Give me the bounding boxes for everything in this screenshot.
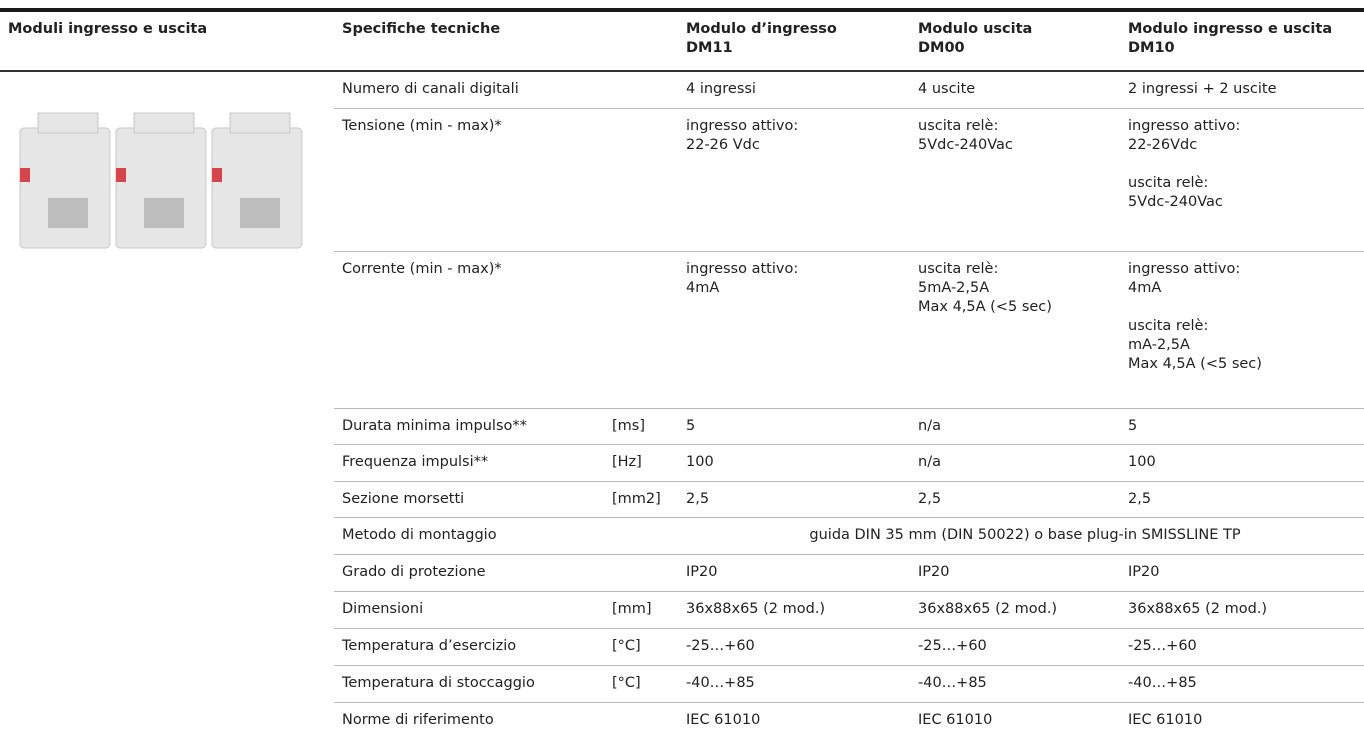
table-row: Metodo di montaggio guida DIN 35 mm (DIN …: [334, 517, 1364, 555]
row-label: Frequenza impulsi**: [334, 444, 604, 482]
value-cell: -25…+60: [678, 628, 910, 666]
row-label: Temperatura di stoccaggio: [334, 665, 604, 703]
row-label: Durata minima impulso**: [334, 408, 604, 445]
module-header: Modulo uscita DM00: [918, 20, 1032, 58]
value-paragraph: uscita relè: 5Vdc-240Vac: [1128, 174, 1223, 210]
value-paragraph: ingresso attivo: 22-26 Vdc: [686, 117, 799, 153]
value-cell: ingresso attivo: 22-26Vdc uscita relè: 5V…: [1120, 108, 1364, 252]
value-cell: 2,5: [1120, 481, 1364, 518]
value-paragraph: uscita relè: mA-2,5A Max 4,5A (<5 sec): [1128, 317, 1262, 372]
table-row: Temperatura d’esercizio [°C] -25…+60 -25…+6…: [334, 628, 1364, 666]
value-paragraph: ingresso attivo: 4mA: [686, 260, 799, 296]
table-row: Norme di riferimento IEC 61010 IEC 61010 IE…: [334, 702, 1364, 745]
row-label: Numero di canali digitali: [334, 72, 604, 109]
row-unit: [mm]: [604, 591, 678, 629]
value-cell: 36x88x65 (2 mod.): [678, 591, 910, 629]
value-cell: n/a: [910, 408, 1120, 445]
table-row: Tensione (min - max)* ingresso attivo: 22…: [334, 108, 1364, 252]
value-paragraph: ingresso attivo: 22-26Vdc: [1128, 117, 1241, 153]
row-unit: [mm2]: [604, 481, 678, 518]
row-label: Norme di riferimento: [342, 711, 494, 728]
value-cell: 36x88x65 (2 mod.): [910, 591, 1120, 629]
module-header-line: Modulo d’ingresso: [686, 21, 837, 37]
top-rule: [0, 8, 1364, 12]
value-cell: IP20: [678, 554, 910, 592]
row-label: Corrente (min - max)*: [334, 251, 604, 409]
value-paragraph: uscita relè: 5Vdc-240Vac: [918, 117, 1013, 153]
value-cell: ingresso attivo: 4mA uscita relè: mA-2,5A…: [1120, 251, 1364, 409]
module-header-line: Modulo uscita: [918, 21, 1033, 37]
value-cell: 2,5: [910, 481, 1120, 518]
table-row: Numero di canali digitali 4 ingressi 4 usc…: [334, 72, 1364, 109]
module-header-line: DM00: [918, 40, 965, 56]
value-cell: ingresso attivo: 22-26 Vdc: [678, 108, 910, 252]
row-unit: [604, 108, 678, 252]
row-label: Temperatura d’esercizio: [334, 628, 604, 666]
value-cell: 2 ingressi + 2 uscite: [1120, 72, 1364, 109]
row-label: Sezione morsetti: [334, 481, 604, 518]
value-cell: 100: [678, 444, 910, 482]
value-cell: -25…+60: [1120, 628, 1364, 666]
row-unit: [°C]: [604, 628, 678, 666]
spec-table: Numero di canali digitali 4 ingressi 4 usc…: [334, 72, 1364, 745]
value-cell: -40…+85: [910, 665, 1120, 703]
row-unit: [Hz]: [604, 444, 678, 482]
module-header-line: DM11: [686, 40, 733, 56]
value-cell: uscita relè: 5Vdc-240Vac: [910, 108, 1120, 252]
value-cell: IP20: [1120, 554, 1364, 592]
row-unit: [ms]: [604, 408, 678, 445]
value-cell: guida DIN 35 mm (DIN 50022) o base plug-…: [678, 517, 1364, 555]
value-cell: IEC 61010: [918, 711, 993, 728]
row-unit: [604, 702, 678, 745]
table-row: Temperatura di stoccaggio [°C] -40…+85 -40……: [334, 665, 1364, 703]
table-row: Durata minima impulso** [ms] 5 n/a 5: [334, 408, 1364, 445]
row-unit: [604, 251, 678, 409]
value-cell: 4 ingressi: [678, 72, 910, 109]
value-cell: 36x88x65 (2 mod.): [1120, 591, 1364, 629]
specs-header: Specifiche tecniche: [342, 21, 501, 37]
value-cell: 5: [678, 408, 910, 445]
row-unit: [604, 517, 678, 555]
module-header: Modulo d’ingresso DM11: [686, 20, 837, 58]
section-title: Moduli ingresso e uscita: [8, 21, 208, 37]
value-paragraph: ingresso attivo: 4mA: [1128, 260, 1241, 296]
value-cell: -25…+60: [910, 628, 1120, 666]
row-unit: [604, 554, 678, 592]
value-cell: IEC 61010: [1128, 711, 1203, 728]
value-cell: -40…+85: [678, 665, 910, 703]
module-header-line: Modulo ingresso e uscita: [1128, 21, 1333, 37]
value-cell: n/a: [910, 444, 1120, 482]
value-cell: -40…+85: [1120, 665, 1364, 703]
module-header: Modulo ingresso e uscita DM10: [1128, 20, 1332, 58]
row-label: Tensione (min - max)*: [334, 108, 604, 252]
value-cell: 100: [1120, 444, 1364, 482]
value-cell: IEC 61010: [686, 711, 761, 728]
row-unit: [°C]: [604, 665, 678, 703]
header-rule: [0, 70, 1364, 72]
product-image: [19, 112, 303, 249]
value-cell: 4 uscite: [910, 72, 1120, 109]
value-paragraph: uscita relè: 5mA-2,5A Max 4,5A (<5 sec): [918, 260, 1052, 315]
value-cell: IP20: [910, 554, 1120, 592]
row-unit: [604, 72, 678, 109]
value-cell: 2,5: [678, 481, 910, 518]
value-cell: ingresso attivo: 4mA: [678, 251, 910, 409]
row-label: Metodo di montaggio: [334, 517, 604, 555]
value-cell: uscita relè: 5mA-2,5A Max 4,5A (<5 sec): [910, 251, 1120, 409]
table-row: Corrente (min - max)* ingresso attivo: 4m…: [334, 251, 1364, 409]
row-label: Grado di protezione: [334, 554, 604, 592]
table-row: Frequenza impulsi** [Hz] 100 n/a 100: [334, 444, 1364, 482]
row-label: Dimensioni: [334, 591, 604, 629]
table-row: Grado di protezione IP20 IP20 IP20: [334, 554, 1364, 592]
module-header-line: DM10: [1128, 40, 1175, 56]
table-row: Dimensioni [mm] 36x88x65 (2 mod.) 36x88x65 …: [334, 591, 1364, 629]
table-row: Sezione morsetti [mm2] 2,5 2,5 2,5: [334, 481, 1364, 518]
value-cell: 5: [1120, 408, 1364, 445]
